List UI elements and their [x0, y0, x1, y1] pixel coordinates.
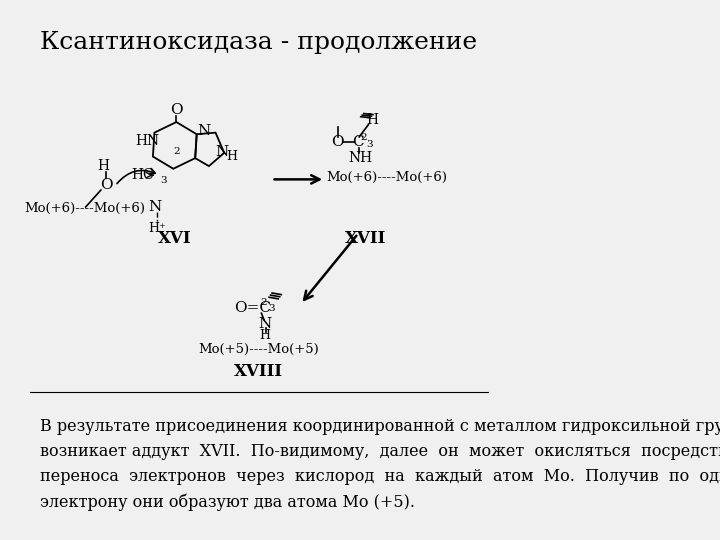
- Text: O: O: [100, 178, 112, 192]
- Text: N: N: [215, 145, 229, 159]
- Text: 2: 2: [261, 298, 267, 307]
- Text: H: H: [97, 159, 109, 173]
- Text: HN: HN: [136, 134, 160, 148]
- Text: N: N: [198, 124, 211, 138]
- Text: 3: 3: [160, 176, 166, 185]
- Text: O=C: O=C: [234, 301, 271, 315]
- Text: XVII: XVII: [345, 231, 387, 247]
- Text: HC: HC: [131, 168, 154, 182]
- Text: Mo(+6)----Mo(+6): Mo(+6)----Mo(+6): [326, 171, 447, 184]
- Text: O: O: [331, 135, 344, 149]
- Text: 2: 2: [361, 133, 367, 143]
- Text: H: H: [259, 329, 271, 342]
- Text: O: O: [170, 103, 183, 117]
- Text: В результате присоединения координированной с металлом гидроксильной группы
возн: В результате присоединения координирован…: [40, 418, 720, 510]
- Text: H: H: [366, 113, 378, 127]
- Text: NH: NH: [348, 151, 373, 165]
- Text: H: H: [226, 150, 238, 163]
- Text: N: N: [148, 200, 161, 214]
- Text: XVI: XVI: [158, 231, 192, 247]
- Text: 3: 3: [269, 305, 275, 313]
- Text: Mo(+5)----Mo(+5): Mo(+5)----Mo(+5): [199, 343, 319, 356]
- Text: Mo(+6)----Mo(+6): Mo(+6)----Mo(+6): [24, 202, 145, 215]
- Text: XVIII: XVIII: [234, 363, 284, 380]
- Text: Ксантиноксидаза - продолжение: Ксантиноксидаза - продолжение: [40, 31, 477, 53]
- Text: N: N: [258, 317, 271, 331]
- Text: H⁺: H⁺: [148, 222, 166, 235]
- Text: C: C: [352, 135, 364, 149]
- Text: 3: 3: [366, 140, 373, 149]
- Text: 2: 2: [173, 147, 180, 156]
